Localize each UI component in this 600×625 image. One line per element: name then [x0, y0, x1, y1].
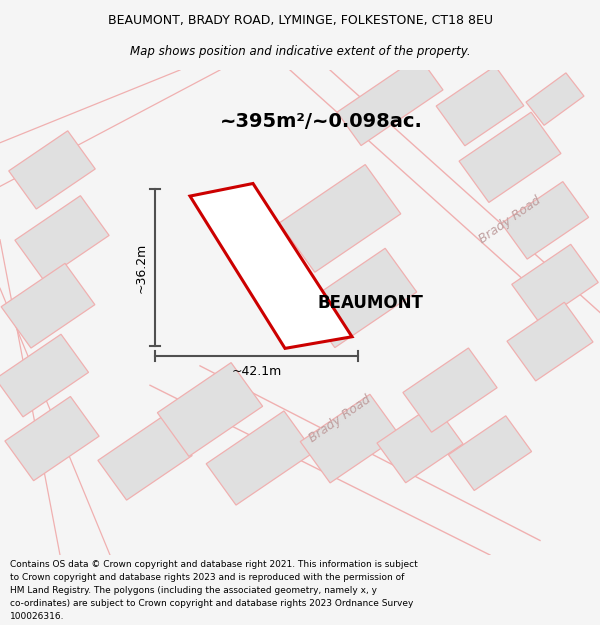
- Polygon shape: [157, 362, 263, 456]
- Text: Brady Road: Brady Road: [307, 393, 373, 445]
- Polygon shape: [526, 73, 584, 126]
- Text: to Crown copyright and database rights 2023 and is reproduced with the permissio: to Crown copyright and database rights 2…: [10, 573, 404, 582]
- Text: 100026316.: 100026316.: [10, 612, 65, 621]
- Polygon shape: [1, 263, 95, 348]
- Polygon shape: [15, 196, 109, 280]
- Text: BEAUMONT, BRADY ROAD, LYMINGE, FOLKESTONE, CT18 8EU: BEAUMONT, BRADY ROAD, LYMINGE, FOLKESTON…: [107, 14, 493, 27]
- Polygon shape: [403, 348, 497, 432]
- Polygon shape: [98, 416, 192, 500]
- Text: ~42.1m: ~42.1m: [232, 365, 281, 378]
- Polygon shape: [377, 404, 463, 482]
- Polygon shape: [9, 131, 95, 209]
- Text: Brady Road: Brady Road: [476, 194, 544, 246]
- Text: ~395m²/~0.098ac.: ~395m²/~0.098ac.: [220, 112, 423, 131]
- Polygon shape: [303, 248, 417, 348]
- Polygon shape: [5, 396, 99, 481]
- Polygon shape: [502, 182, 589, 259]
- Text: BEAUMONT: BEAUMONT: [317, 294, 423, 312]
- Text: ~36.2m: ~36.2m: [134, 242, 148, 293]
- Text: Map shows position and indicative extent of the property.: Map shows position and indicative extent…: [130, 46, 470, 59]
- Polygon shape: [300, 394, 400, 483]
- Polygon shape: [459, 112, 561, 202]
- Polygon shape: [448, 416, 532, 491]
- Polygon shape: [206, 411, 314, 505]
- Text: co-ordinates) are subject to Crown copyright and database rights 2023 Ordnance S: co-ordinates) are subject to Crown copyr…: [10, 599, 413, 608]
- Polygon shape: [279, 164, 401, 272]
- Polygon shape: [507, 302, 593, 381]
- Polygon shape: [512, 244, 598, 322]
- Text: Contains OS data © Crown copyright and database right 2021. This information is : Contains OS data © Crown copyright and d…: [10, 560, 418, 569]
- Polygon shape: [190, 184, 352, 348]
- Polygon shape: [436, 66, 524, 146]
- Text: HM Land Registry. The polygons (including the associated geometry, namely x, y: HM Land Registry. The polygons (includin…: [10, 586, 377, 595]
- Polygon shape: [337, 56, 443, 146]
- Polygon shape: [0, 334, 89, 417]
